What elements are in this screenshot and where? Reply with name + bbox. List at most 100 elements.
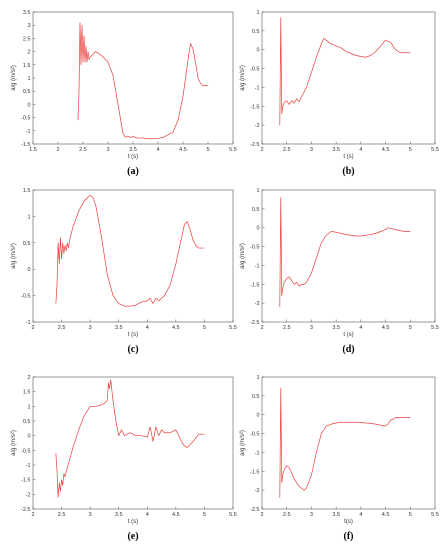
y-tick-label: 1 [256, 375, 259, 381]
y-tick-label: 1.5 [23, 188, 31, 194]
y-tick-label: -0.5 [21, 116, 30, 122]
series-line [55, 379, 205, 498]
y-tick-label: 1.5 [23, 63, 31, 69]
y-tick-label: -2 [255, 488, 260, 494]
y-tick-label: -2.5 [250, 320, 259, 326]
y-tick-label: -1 [26, 320, 31, 326]
plot-frame [261, 11, 436, 145]
x-tick-label: 5.5 [229, 512, 237, 518]
y-tick-label: -2 [26, 492, 31, 498]
y-tick-label: -2.5 [21, 507, 30, 513]
x-tick-label: 2.5 [283, 512, 291, 518]
x-tick-label: 5.5 [431, 147, 439, 153]
y-axis-label: a/g (m/s²) [240, 65, 246, 91]
x-tick-label: 2 [56, 147, 59, 153]
x-tick-label: 3.5 [332, 512, 340, 518]
x-tick-label: 2.5 [58, 512, 66, 518]
x-tick-label: 5 [203, 325, 206, 331]
y-tick-label: 3 [27, 23, 30, 29]
x-tick-label: 5 [409, 512, 412, 518]
x-tick-label: 3.5 [332, 325, 340, 331]
x-axis-label: t (s) [343, 332, 353, 338]
y-tick-label: 1 [27, 404, 30, 410]
x-tick-label: 3 [310, 512, 313, 518]
x-tick-label: 3.5 [115, 325, 123, 331]
panel-caption: (a) [127, 166, 139, 177]
x-tick-label: 4.5 [179, 147, 187, 153]
y-tick-label: -2 [255, 301, 260, 307]
y-tick-label: 3.5 [23, 10, 31, 16]
chart-panel: 2 2.5 3 3.5 4 4.5 5 5.5 -2.5 -2 -1.5 -1 -0.5 0 0.5 1 t (… [240, 10, 439, 177]
y-tick-label: -0.5 [250, 67, 259, 73]
x-tick-label: 4.5 [172, 325, 180, 331]
x-tick-label: 2 [31, 512, 34, 518]
y-tick-label: -0.5 [250, 245, 259, 251]
y-tick-label: -1 [26, 129, 31, 135]
x-tick-label: 5 [409, 325, 412, 331]
x-tick-label: 4.5 [382, 512, 390, 518]
plot-frame [261, 189, 436, 323]
x-tick-label: 4 [156, 147, 159, 153]
x-axis-label: t (s) [128, 519, 138, 525]
y-tick-label: -0.5 [250, 432, 259, 438]
series-line [279, 17, 411, 126]
x-tick-label: 2.5 [283, 325, 291, 331]
x-tick-label: 4.5 [172, 512, 180, 518]
x-tick-label: 5.5 [229, 325, 237, 331]
y-tick-label: 2 [27, 50, 30, 56]
x-tick-label: 4 [146, 512, 149, 518]
y-axis-label: a/g (m/s²) [11, 243, 17, 269]
y-axis-label: a/g (m/s²) [11, 430, 17, 456]
y-tick-label: 1.5 [23, 390, 31, 396]
x-axis-label: t (s) [128, 154, 138, 160]
x-tick-label: 3 [89, 512, 92, 518]
y-tick-label: -2.5 [250, 142, 259, 148]
x-tick-label: 3 [310, 325, 313, 331]
x-tick-label: 3 [89, 325, 92, 331]
x-tick-label: 4.5 [382, 147, 390, 153]
y-tick-label: -0.5 [21, 448, 30, 454]
y-tick-label: -1 [26, 463, 31, 469]
y-tick-label: 0 [256, 48, 259, 54]
x-tick-label: 2 [260, 512, 263, 518]
y-axis-label: a/g (m/s²) [240, 243, 246, 269]
x-tick-label: 3 [106, 147, 109, 153]
x-tick-label: 5.5 [229, 147, 237, 153]
panel-caption: (c) [127, 344, 138, 355]
y-tick-label: -1.5 [21, 142, 30, 148]
y-tick-label: 0 [256, 226, 259, 232]
x-axis-label: t(s) [344, 519, 353, 525]
x-tick-label: 4.5 [382, 325, 390, 331]
series-line [279, 387, 411, 498]
y-tick-label: 0.5 [23, 419, 31, 425]
panel-caption: (d) [342, 344, 354, 355]
x-tick-label: 4 [359, 512, 362, 518]
y-tick-label: 2.5 [23, 36, 31, 42]
x-tick-label: 2.5 [79, 147, 87, 153]
panel-caption: (e) [127, 531, 138, 542]
plot-frame [261, 376, 436, 510]
y-tick-label: -1 [255, 450, 260, 456]
x-tick-label: 5 [206, 147, 209, 153]
y-tick-label: 0 [27, 267, 30, 273]
x-tick-label: 3 [310, 147, 313, 153]
x-tick-label: 3.5 [115, 512, 123, 518]
y-tick-label: 0 [27, 102, 30, 108]
y-tick-label: -1.5 [21, 478, 30, 484]
x-tick-label: 2 [31, 325, 34, 331]
chart-panel: 2 2.5 3 3.5 4 4.5 5 5.5 -1 -0.5 0 0.5 1 1.5 t (s) a/g (… [11, 188, 237, 355]
series-line [55, 194, 205, 307]
chart-panel: 2 2.5 3 3.5 4 4.5 5 5.5 -2.5 -2 -1.5 -1 -0.5 0 0.5 1 1.5… [11, 375, 237, 542]
y-tick-label: 2 [27, 375, 30, 381]
x-tick-label: 5.5 [431, 325, 439, 331]
x-tick-label: 5.5 [431, 512, 439, 518]
y-tick-label: -1.5 [250, 469, 259, 475]
x-tick-label: 2 [260, 325, 263, 331]
x-tick-label: 3.5 [332, 147, 340, 153]
series-line [279, 197, 411, 307]
y-axis-label: a/g (m/s²) [11, 65, 17, 91]
chart-panel: 2 2.5 3 3.5 4 4.5 5 5.5 -2.5 -2 -1.5 -1 -0.5 0 0.5 1 t(s… [240, 375, 439, 542]
y-tick-label: 0.5 [23, 89, 31, 95]
x-tick-label: 4 [359, 147, 362, 153]
